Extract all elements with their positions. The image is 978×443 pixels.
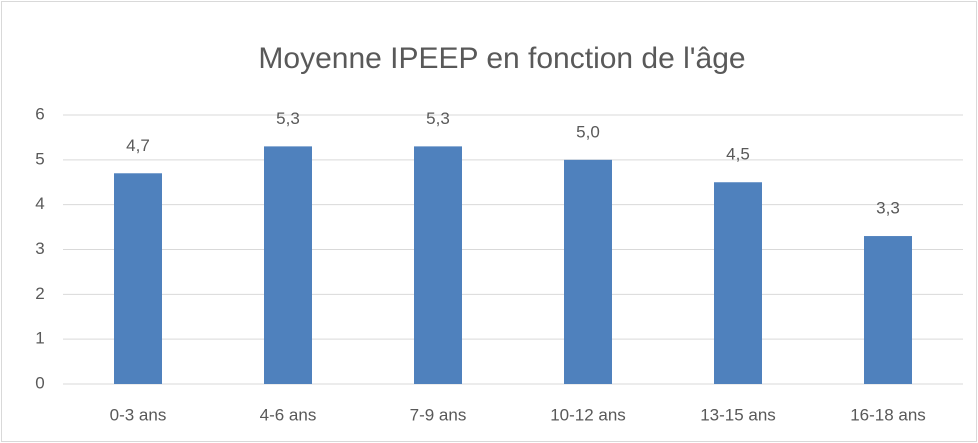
bar <box>114 173 162 384</box>
y-tick-label: 5 <box>35 149 44 168</box>
value-label: 5,3 <box>276 109 300 128</box>
x-tick-label: 7-9 ans <box>410 405 467 424</box>
bar <box>864 236 912 384</box>
x-tick-label: 13-15 ans <box>700 405 776 424</box>
x-tick-label: 4-6 ans <box>260 405 317 424</box>
value-label: 3,3 <box>876 199 900 218</box>
y-tick-label: 1 <box>35 329 44 348</box>
y-tick-label: 6 <box>35 104 44 123</box>
bar <box>264 146 312 384</box>
y-tick-label: 4 <box>35 194 44 213</box>
x-tick-label: 0-3 ans <box>110 405 167 424</box>
x-tick-label: 10-12 ans <box>550 405 626 424</box>
bar <box>564 159 612 384</box>
y-tick-label: 3 <box>35 239 44 258</box>
x-tick-label: 16-18 ans <box>850 405 926 424</box>
bar <box>714 182 762 384</box>
y-tick-label: 0 <box>35 373 44 392</box>
chart-title: Moyenne IPEEP en fonction de l'âge <box>258 42 745 75</box>
value-label: 5,3 <box>426 109 450 128</box>
bar <box>414 146 462 384</box>
value-label: 5,0 <box>576 122 600 141</box>
value-label: 4,7 <box>126 136 150 155</box>
y-tick-label: 2 <box>35 284 44 303</box>
value-label: 4,5 <box>726 145 750 164</box>
